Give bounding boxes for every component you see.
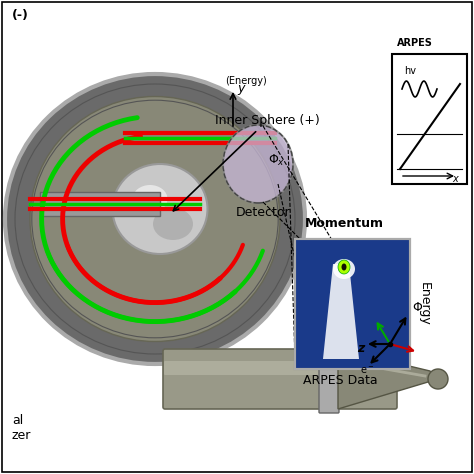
Ellipse shape	[223, 125, 293, 203]
Ellipse shape	[30, 97, 280, 341]
Polygon shape	[323, 264, 359, 359]
Text: ARPES: ARPES	[397, 38, 433, 48]
Text: (-): (-)	[12, 9, 29, 22]
Ellipse shape	[153, 208, 193, 240]
FancyBboxPatch shape	[164, 361, 386, 375]
Text: Detector: Detector	[236, 206, 291, 219]
Text: (Energy): (Energy)	[225, 76, 267, 86]
Text: al
zer: al zer	[12, 414, 31, 442]
Text: y: y	[237, 82, 245, 95]
Text: ARPES Data: ARPES Data	[303, 374, 378, 387]
Text: $\Phi_x$: $\Phi_x$	[268, 153, 285, 168]
FancyBboxPatch shape	[319, 345, 339, 413]
Bar	[392, 54, 467, 184]
Ellipse shape	[5, 74, 305, 364]
Bar	[40, 192, 160, 216]
FancyBboxPatch shape	[163, 349, 397, 409]
Text: z: z	[357, 342, 364, 355]
Ellipse shape	[341, 264, 346, 271]
Ellipse shape	[133, 185, 167, 213]
Text: Energy: Energy	[418, 282, 431, 326]
Ellipse shape	[333, 259, 355, 279]
Text: $\Phi$: $\Phi$	[412, 301, 423, 314]
Text: Inner Sphere (+): Inner Sphere (+)	[173, 114, 320, 211]
Ellipse shape	[338, 260, 350, 274]
Bar	[295, 239, 410, 369]
Ellipse shape	[428, 369, 448, 389]
Text: x: x	[452, 174, 458, 184]
Polygon shape	[338, 349, 438, 409]
Text: e$^-$: e$^-$	[360, 365, 374, 376]
Bar	[295, 239, 410, 369]
Text: Momentum: Momentum	[305, 217, 384, 230]
Text: hv: hv	[404, 66, 416, 76]
Ellipse shape	[112, 164, 208, 254]
